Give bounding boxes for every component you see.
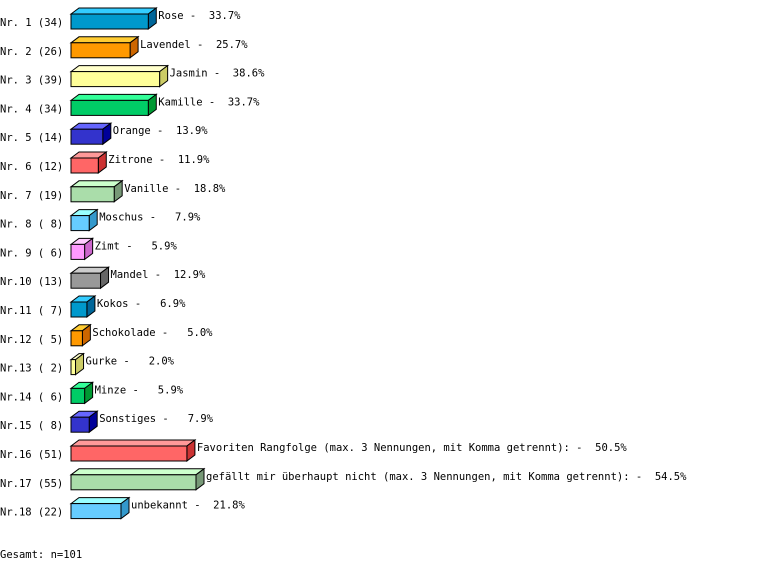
bar: [70, 13, 149, 30]
bar: [70, 71, 161, 88]
category-label: Nr.14 ( 6): [0, 391, 63, 403]
category-label: Nr. 2 (26): [0, 46, 63, 58]
bar-top-face: [69, 7, 158, 15]
bar: [70, 157, 99, 174]
bar: [70, 272, 101, 289]
category-label: Nr.11 ( 7): [0, 305, 63, 317]
category-label: Nr. 8 ( 8): [0, 219, 63, 231]
category-label: Nr. 4 (34): [0, 103, 63, 115]
bar-value-label: Kamille - 33.7%: [158, 96, 260, 108]
bar-value-label: Orange - 13.9%: [113, 125, 209, 137]
category-label: Nr. 5 (14): [0, 132, 63, 144]
bar: [70, 330, 83, 347]
bar-value-label: Zitrone - 11.9%: [108, 154, 210, 166]
bar: [70, 387, 86, 404]
category-label: Nr.10 (13): [0, 276, 63, 288]
bar-top-face: [69, 36, 140, 44]
bar-value-label: Zimt - 5.9%: [95, 240, 178, 252]
category-label: Nr. 1 (34): [0, 17, 63, 29]
bar-value-label: Rose - 33.7%: [158, 10, 241, 22]
bar: [70, 215, 90, 232]
bar-value-label: Mandel - 12.9%: [111, 269, 207, 281]
bar-value-label: Moschus - 7.9%: [99, 212, 201, 224]
category-label: Nr. 6 (12): [0, 161, 63, 173]
bar-value-label: Schokolade - 5.0%: [92, 327, 213, 339]
bar: [70, 243, 86, 260]
category-label: Nr. 3 (39): [0, 75, 63, 87]
bar-value-label: Gurke - 2.0%: [86, 356, 175, 368]
category-label: Nr.15 ( 8): [0, 420, 63, 432]
bar-value-label: Kokos - 6.9%: [97, 298, 186, 310]
footer-total: Gesamt: n=101: [0, 549, 82, 561]
bar: [70, 301, 88, 318]
bar-value-label: Favoriten Rangfolge (max. 3 Nennungen, m…: [197, 442, 628, 454]
bar-value-label: Jasmin - 38.6%: [170, 68, 266, 80]
bar: [70, 445, 188, 462]
bar: [70, 503, 122, 520]
bar: [70, 186, 115, 203]
bar-value-label: Lavendel - 25.7%: [140, 39, 248, 51]
bar-value-label: Vanille - 18.8%: [124, 183, 226, 195]
category-label: Nr.16 (51): [0, 449, 63, 461]
bar-top-face: [69, 93, 158, 101]
bar: [70, 42, 131, 59]
bar: [70, 128, 104, 145]
bar-value-label: gefällt mir überhaupt nicht (max. 3 Nenn…: [206, 471, 687, 483]
category-label: Nr. 7 (19): [0, 190, 63, 202]
bar: [70, 99, 149, 116]
category-label: Nr.12 ( 5): [0, 334, 63, 346]
category-label: Nr. 9 ( 6): [0, 247, 63, 259]
bar-value-label: unbekannt - 21.8%: [131, 500, 245, 512]
bar-top-face: [69, 468, 206, 476]
bar: [70, 416, 90, 433]
category-label: Nr.18 (22): [0, 507, 63, 519]
bar-value-label: Minze - 5.9%: [95, 384, 184, 396]
category-label: Nr.17 (55): [0, 478, 63, 490]
bar-top-face: [69, 65, 170, 73]
bar-top-face: [69, 439, 197, 447]
bar-top-face: [69, 180, 124, 188]
bar-value-label: Sonstiges - 7.9%: [99, 413, 213, 425]
bar-top-face: [69, 497, 131, 505]
bar: [70, 474, 197, 491]
category-label: Nr.13 ( 2): [0, 363, 63, 375]
bar: [70, 359, 76, 376]
